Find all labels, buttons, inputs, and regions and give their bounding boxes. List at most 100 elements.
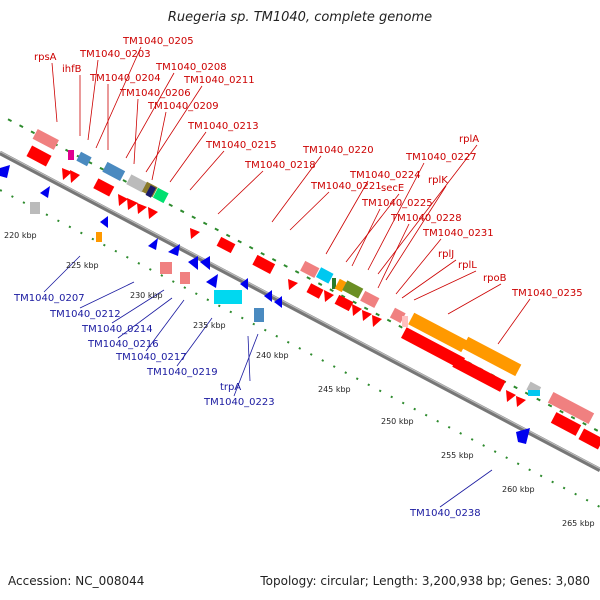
gene-label-forward: rplA [459, 134, 479, 145]
gene-arrow-reverse [264, 290, 272, 302]
label-leader [151, 111, 167, 181]
gene-label-forward: TM1040_0205 [122, 36, 194, 47]
genome-backbone-highlight [0, 150, 600, 470]
label-leader [87, 59, 99, 141]
gene-secE [334, 278, 347, 293]
gene-block [252, 254, 276, 274]
gene-arrow [352, 304, 362, 316]
gene-block-reverse [214, 290, 242, 304]
label-leader [325, 180, 369, 255]
gene-label-reverse: TM1040_0223 [203, 397, 275, 408]
label-leader [351, 208, 381, 267]
gene-arrow [288, 279, 298, 290]
gene-labels: rpsA ihfB TM1040_0203 TM1040_0205 TM1040_020… [13, 36, 583, 519]
gene-label-forward: TM1040_0211 [183, 75, 255, 86]
gene-block [126, 174, 148, 193]
scale-tick-label: 240 kbp [256, 351, 289, 360]
gene-arrow [148, 207, 158, 219]
scale-tick-labels: 220 kbp 225 kbp 230 kbp 235 kbp 240 kbp 245 k… [4, 231, 595, 528]
gene-arrow [372, 315, 382, 327]
gene-label-reverse: TM1040_0212 [49, 309, 121, 320]
gene-label-forward: TM1040_0231 [422, 228, 494, 239]
gene-block-reverse [160, 262, 172, 274]
label-leader [111, 289, 165, 324]
gene-rRNA [408, 312, 468, 353]
gene-label-forward: TM1040_0227 [405, 152, 477, 163]
gene-label-forward: TM1040_0235 [511, 288, 583, 299]
scale-tick-label: 260 kbp [502, 485, 535, 494]
label-leader [345, 193, 400, 263]
label-leader [117, 297, 173, 339]
scale-tick-label: 220 kbp [4, 231, 37, 240]
gene-block [316, 267, 334, 284]
gene-arrow-reverse [274, 296, 282, 308]
gene-arrow-reverse [40, 186, 50, 198]
gene-arrow [127, 198, 138, 210]
gene-arrow-reverse [0, 165, 10, 178]
label-leader [217, 170, 264, 215]
gene-block-reverse [96, 232, 102, 242]
gene-label-reverse: TM1040_0217 [115, 352, 187, 363]
gene-label-reverse: TM1040_0219 [146, 367, 218, 378]
gene-block [76, 151, 92, 167]
gene-label-forward: ihfB [62, 64, 82, 75]
gene-block [332, 278, 336, 289]
gene-label-reverse: TM1040_0207 [13, 293, 85, 304]
gene-arrow [118, 194, 128, 206]
gene-block [152, 187, 169, 204]
label-leader [95, 46, 142, 149]
gene-arrow-reverse [168, 244, 180, 256]
label-leader [401, 259, 457, 299]
tick-dot-rails [0, 118, 600, 508]
label-leader [447, 283, 502, 315]
label-leader [247, 335, 251, 382]
gene-label-reverse: trpA [220, 382, 241, 393]
gene-label-forward: TM1040_0228 [390, 213, 462, 224]
gene-label-forward: TM1040_0218 [244, 160, 316, 171]
gene-arrow-reverse [206, 274, 218, 288]
label-leader [377, 144, 478, 275]
gene-block [528, 390, 540, 396]
gene-arrow [190, 228, 200, 239]
scale-tick-label: 230 kbp [130, 291, 163, 300]
gene-block [389, 307, 406, 324]
gene-block-reverse [30, 202, 40, 214]
gene-arrow-reverse [100, 216, 108, 228]
label-leader [79, 281, 135, 309]
gene-block [342, 280, 364, 299]
gene-arrow-reverse [240, 278, 248, 290]
gene-label-forward: rplJ [438, 249, 454, 260]
label-leader [385, 185, 447, 281]
label-leader [413, 270, 477, 301]
gene-block-reverse [254, 308, 264, 322]
gene-label-reverse: TM1040_0216 [87, 339, 159, 350]
gene-block [550, 412, 582, 436]
label-leader [271, 155, 322, 223]
gene-label-forward: secE [381, 183, 404, 194]
gene-block [32, 128, 59, 150]
gene-block [306, 283, 324, 299]
gene-label-forward: rpoB [483, 273, 507, 284]
label-leader [395, 238, 442, 295]
map-title: Ruegeria sp. TM1040, complete genome [167, 10, 433, 25]
label-leader [169, 131, 207, 183]
gene-label-forward: TM1040_0206 [119, 88, 191, 99]
gene-arrow-reverse [188, 256, 198, 270]
label-leader [289, 191, 330, 231]
gene-block [102, 161, 126, 181]
label-leader [233, 333, 259, 397]
label-leader [145, 299, 185, 352]
genome-backbone [0, 151, 600, 472]
label-leader [133, 98, 139, 165]
label-leader [145, 85, 203, 173]
gene-label-forward: rplL [458, 260, 477, 271]
gene-block [360, 290, 380, 309]
gene-arrow-reverse [516, 428, 530, 444]
scale-tick-label: 225 kbp [66, 261, 99, 270]
gene-rpoC [452, 356, 506, 392]
gene-label-forward: TM1040_0221 [310, 181, 382, 192]
label-leader [125, 72, 175, 159]
gene-label-reverse: TM1040_0238 [409, 508, 481, 519]
label-leader [497, 298, 531, 345]
